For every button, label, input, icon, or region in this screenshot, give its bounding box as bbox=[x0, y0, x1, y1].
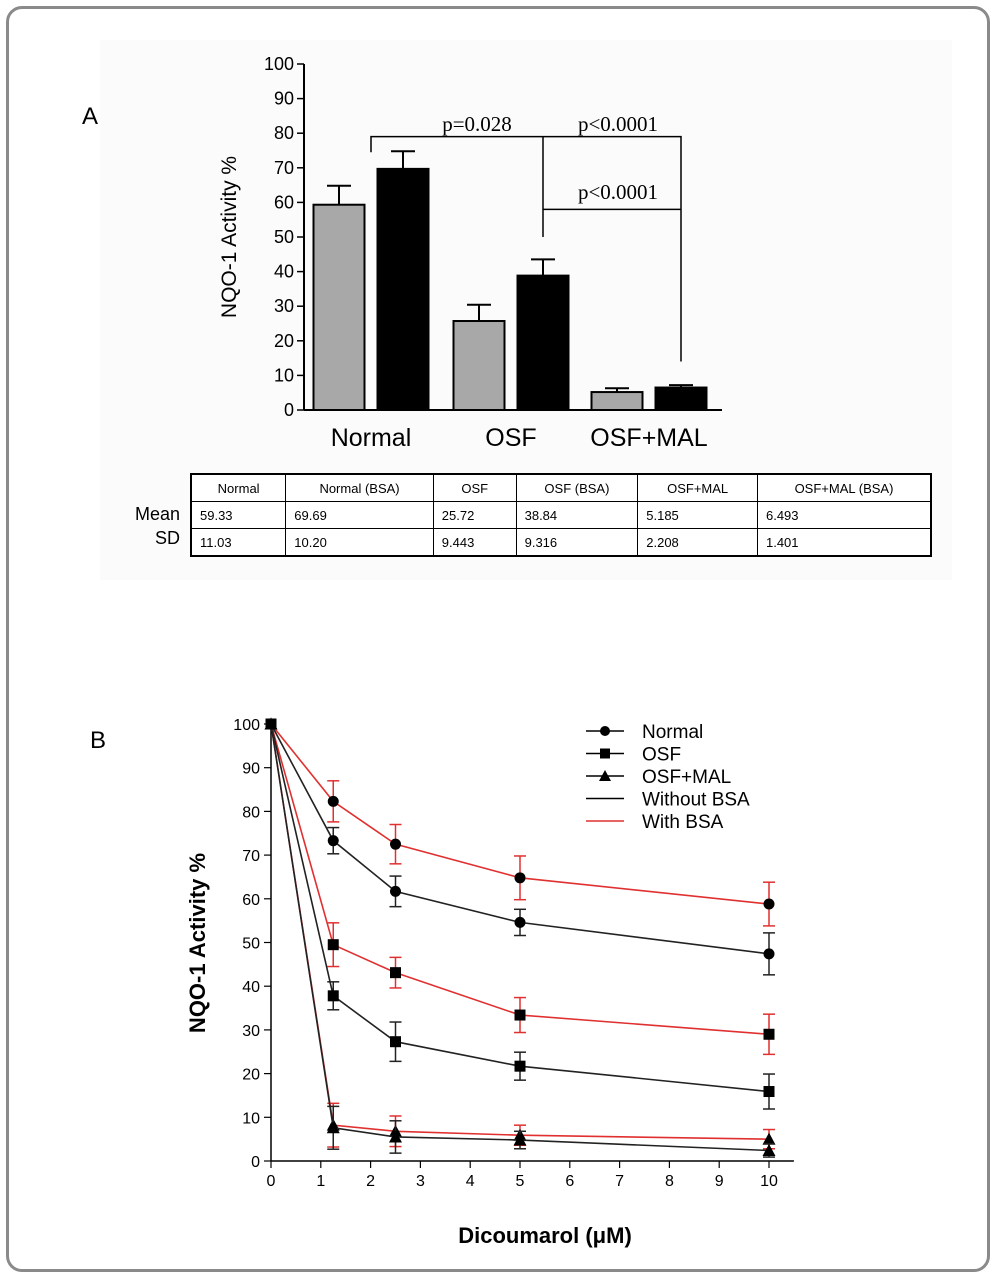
table-cell: 9.443 bbox=[432, 528, 517, 557]
stats-table: Normal Normal (BSA) OSF OSF (BSA) OSF+MA… bbox=[190, 473, 932, 557]
y-tick-label-a: 70 bbox=[274, 158, 294, 178]
table-header-cell: OSF+MAL bbox=[637, 473, 758, 502]
table-header-cell: OSF+MAL (BSA) bbox=[756, 473, 932, 502]
bracket-line bbox=[370, 135, 682, 362]
table-cell: 1.401 bbox=[756, 528, 932, 557]
table-header-cell: Normal bbox=[190, 473, 287, 502]
table-row-label-mean: Mean bbox=[134, 504, 180, 524]
table-row-sd: 11.03 10.20 9.443 9.316 2.208 1.401 bbox=[190, 528, 932, 557]
table-header-row: Normal Normal (BSA) OSF OSF (BSA) OSF+MA… bbox=[190, 473, 932, 502]
x-tick-label-a: Normal bbox=[331, 424, 412, 452]
bar-a bbox=[516, 274, 570, 411]
x-tick-label-a: OSF+MAL bbox=[590, 424, 707, 452]
x-tick-labels-a: Normal OSF OSF+MAL bbox=[331, 424, 708, 452]
table-header-cell: OSF (BSA) bbox=[515, 473, 639, 502]
y-tick-label-a: 50 bbox=[274, 227, 294, 247]
y-tick-label-a: 40 bbox=[274, 262, 294, 282]
figure-frame bbox=[6, 6, 990, 1272]
bar-a bbox=[654, 386, 708, 411]
bar-a bbox=[376, 167, 430, 411]
y-axis-a: 0 10 20 30 40 50 60 70 80 90 100 bbox=[264, 54, 722, 420]
table-header-cell: Normal (BSA) bbox=[285, 473, 434, 502]
table-cell: 59.33 bbox=[190, 501, 287, 529]
table-row-mean: 59.33 69.69 25.72 38.84 5.185 6.493 bbox=[190, 501, 932, 529]
bar-chart-a: A NQO-1 Activity % 0 10 20 30 40 50 60 70 80 90 10… bbox=[82, 54, 722, 452]
p-value-annotation-1: p=0.028 bbox=[442, 112, 512, 136]
y-tick-label-a: 100 bbox=[264, 54, 294, 74]
significance-brackets bbox=[370, 135, 682, 362]
table-cell: 11.03 bbox=[190, 528, 287, 557]
bar-a bbox=[312, 203, 366, 411]
y-tick-label-a: 10 bbox=[274, 365, 294, 385]
panel-label-a: A bbox=[82, 103, 98, 130]
p-value-annotation-2: p<0.0001 bbox=[578, 112, 658, 136]
y-tick-label-a: 30 bbox=[274, 296, 294, 316]
y-tick-label-a: 60 bbox=[274, 192, 294, 212]
table-cell: 38.84 bbox=[515, 501, 639, 529]
y-tick-label-a: 90 bbox=[274, 89, 294, 109]
y-axis-label-a: NQO-1 Activity % bbox=[218, 156, 241, 318]
bars-a bbox=[312, 150, 708, 412]
table-cell: 9.316 bbox=[515, 528, 639, 557]
table-cell: 25.72 bbox=[432, 501, 517, 529]
table-cell: 10.20 bbox=[285, 528, 434, 557]
table-cell: 2.208 bbox=[637, 528, 758, 557]
table-cell: 5.185 bbox=[637, 501, 758, 529]
y-tick-label-a: 0 bbox=[284, 400, 294, 420]
table-cell: 69.69 bbox=[285, 501, 434, 529]
bar-a bbox=[452, 320, 506, 411]
y-tick-label-a: 80 bbox=[274, 123, 294, 143]
x-tick-label-a: OSF bbox=[485, 424, 536, 452]
table-row-label-sd: SD bbox=[154, 528, 180, 548]
table-header-cell: OSF bbox=[432, 473, 517, 502]
y-tick-label-a: 20 bbox=[274, 331, 294, 351]
table-cell: 6.493 bbox=[756, 501, 932, 529]
p-value-annotation-3: p<0.0001 bbox=[578, 180, 658, 204]
bar-a bbox=[590, 391, 644, 412]
